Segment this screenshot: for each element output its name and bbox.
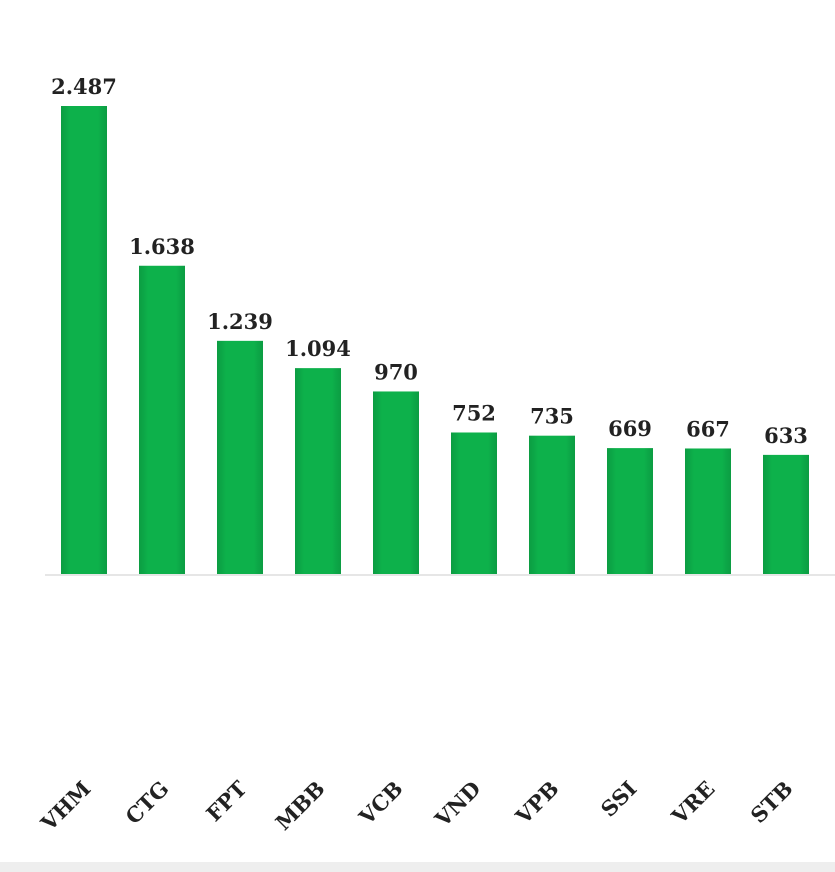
value-label: 669 [608, 416, 652, 441]
bar-shade [607, 448, 653, 574]
bar-shade [295, 368, 341, 574]
x-tick-label: MBB [270, 776, 329, 835]
value-label: 1.638 [129, 234, 195, 259]
value-label: 735 [530, 404, 574, 429]
bar-shade [763, 454, 809, 574]
bar-shade [217, 340, 263, 574]
bar-shade [139, 265, 185, 574]
value-label: 1.239 [207, 309, 273, 334]
x-tick-label: VHM [35, 776, 95, 836]
bar-shade [373, 391, 419, 574]
x-tick-label: VCB [353, 776, 407, 830]
value-label: 970 [374, 359, 418, 384]
value-label: 752 [452, 400, 496, 425]
x-tick-label: SSI [596, 776, 642, 822]
bottom-band [0, 862, 835, 872]
bar-shade [685, 448, 731, 574]
x-tick-label: VND [429, 776, 485, 832]
x-tick-label: VPB [510, 776, 564, 830]
value-label: 633 [764, 423, 808, 448]
bar-shade [451, 432, 497, 574]
value-label: 2.487 [51, 74, 117, 99]
x-tick-label: FPT [201, 776, 252, 827]
x-tick-label: STB [746, 776, 798, 828]
x-tick-label: CTG [120, 776, 173, 829]
bar-shade [61, 106, 107, 574]
value-label: 1.094 [285, 336, 351, 361]
x-tick-label: VRE [666, 776, 720, 830]
value-label: 667 [686, 416, 730, 441]
bar-shade [529, 435, 575, 574]
